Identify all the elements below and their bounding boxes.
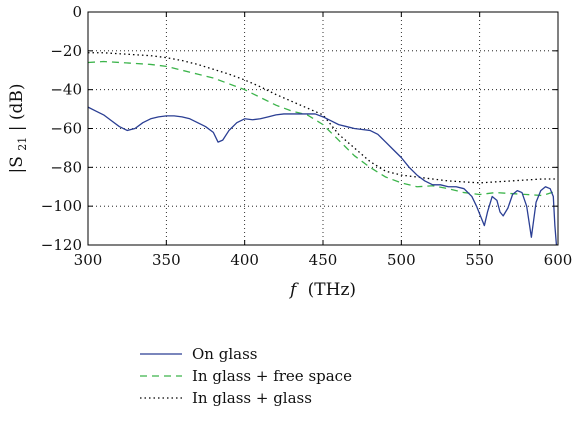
x-tick-label: 500 [387,251,416,269]
y-axis-label-subscript: 21 [16,137,29,151]
legend-label: In glass + free space [192,367,352,385]
grid-lines [88,12,558,245]
y-axis-label-suffix: | (dB) [7,84,27,132]
y-tick-label: −60 [50,120,82,138]
series-line-0 [88,106,558,245]
y-axis-label-prefix: |S [7,156,27,173]
legend-label: On glass [192,345,257,363]
x-tick-label: 600 [544,251,573,269]
x-tick-label: 300 [74,251,103,269]
legend: On glass In glass + free space In glass + … [140,345,352,407]
y-tick-label: −20 [50,42,82,60]
series-line-1 [88,60,558,197]
x-tick-labels: 300 350 400 450 500 550 600 [74,251,573,269]
legend-label: In glass + glass [192,389,312,407]
y-axis-label: |S 21 | (dB) [7,84,31,174]
y-tick-label: −100 [41,197,82,215]
y-tick-label: 0 [72,3,82,21]
y-tick-label: −120 [41,236,82,254]
x-axis-variable: f [288,280,299,300]
x-tick-label: 450 [309,251,338,269]
x-tick-label: 400 [230,251,259,269]
y-tick-label: −80 [50,158,82,176]
plot-area [88,52,558,245]
y-tick-label: −40 [50,81,82,99]
x-axis-label: f (THz) [288,280,356,300]
x-axis-unit: (THz) [308,280,356,300]
x-tick-label: 550 [465,251,494,269]
y-tick-labels: 0 −20 −40 −60 −80 −100 −120 [41,3,82,254]
x-tick-label: 350 [152,251,181,269]
axis-ticks [87,11,559,246]
